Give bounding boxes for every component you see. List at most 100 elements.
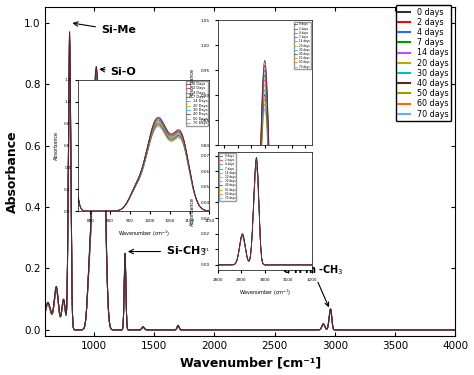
Legend: 0 days, 2 days, 4 days, 7 days, 14 days, 20 days, 30 days, 40 days, 50 days, 60 : 0 days, 2 days, 4 days, 7 days, 14 days,…: [396, 5, 451, 122]
40 days: [323, 327, 329, 331]
14 days: [233, 328, 238, 332]
2 days: [67, 33, 73, 37]
30 days: [323, 327, 329, 331]
4 days: [383, 328, 388, 332]
70 days: [453, 328, 458, 332]
2 days: [408, 328, 414, 332]
4 days: [67, 36, 73, 40]
7 days: [408, 328, 414, 332]
20 days: [233, 328, 238, 332]
Line: 20 days: 20 days: [46, 46, 456, 330]
30 days: [408, 328, 414, 332]
7 days: [453, 328, 458, 332]
60 days: [233, 328, 238, 332]
70 days: [427, 328, 433, 332]
60 days: [255, 328, 261, 332]
4 days: [323, 326, 329, 331]
60 days: [453, 328, 458, 332]
60 days: [383, 328, 388, 332]
60 days: [427, 328, 433, 332]
40 days: [427, 328, 433, 332]
50 days: [408, 328, 414, 332]
30 days: [233, 328, 238, 332]
4 days: [233, 328, 238, 332]
0 days: [286, 328, 292, 332]
14 days: [286, 328, 292, 332]
70 days: [323, 327, 329, 331]
0 days: [233, 328, 238, 332]
4 days: [286, 328, 292, 332]
2 days: [383, 328, 388, 332]
4 days: [427, 328, 433, 332]
40 days: [67, 50, 73, 55]
7 days: [383, 328, 388, 332]
20 days: [383, 328, 388, 332]
0 days: [67, 30, 73, 34]
50 days: [286, 328, 292, 332]
2 days: [255, 328, 261, 332]
70 days: [286, 328, 292, 332]
2 days: [427, 328, 433, 332]
14 days: [408, 328, 414, 332]
0 days: [408, 328, 414, 332]
7 days: [427, 328, 433, 332]
2 days: [286, 328, 292, 332]
2 days: [233, 328, 238, 332]
4 days: [453, 328, 458, 332]
Line: 30 days: 30 days: [46, 50, 456, 330]
Y-axis label: Absorbance: Absorbance: [6, 130, 18, 213]
30 days: [383, 328, 388, 332]
20 days: [255, 328, 261, 332]
60 days: [43, 309, 48, 314]
7 days: [233, 328, 238, 332]
20 days: [408, 328, 414, 332]
70 days: [383, 328, 388, 332]
Line: 40 days: 40 days: [46, 53, 456, 330]
4 days: [43, 308, 48, 312]
30 days: [255, 328, 261, 332]
7 days: [286, 328, 292, 332]
Line: 7 days: 7 days: [46, 41, 456, 330]
40 days: [286, 328, 292, 332]
40 days: [255, 328, 261, 332]
14 days: [255, 328, 261, 332]
Text: Si-Me: Si-Me: [73, 22, 136, 35]
70 days: [43, 310, 48, 314]
50 days: [323, 327, 329, 331]
2 days: [453, 328, 458, 332]
0 days: [453, 328, 458, 332]
60 days: [67, 56, 73, 61]
20 days: [286, 328, 292, 332]
Line: 60 days: 60 days: [46, 58, 456, 330]
30 days: [43, 309, 48, 313]
50 days: [67, 53, 73, 58]
Text: Si-CH$_3$: Si-CH$_3$: [129, 244, 206, 258]
30 days: [453, 328, 458, 332]
50 days: [383, 328, 388, 332]
14 days: [427, 328, 433, 332]
50 days: [255, 328, 261, 332]
70 days: [408, 328, 414, 332]
7 days: [255, 328, 261, 332]
20 days: [453, 328, 458, 332]
50 days: [427, 328, 433, 332]
0 days: [323, 326, 329, 331]
X-axis label: Wavenumber [cm⁻¹]: Wavenumber [cm⁻¹]: [180, 357, 321, 369]
50 days: [233, 328, 238, 332]
60 days: [286, 328, 292, 332]
0 days: [255, 328, 261, 332]
30 days: [286, 328, 292, 332]
0 days: [427, 328, 433, 332]
20 days: [67, 44, 73, 49]
2 days: [43, 308, 48, 312]
Line: 14 days: 14 days: [46, 44, 456, 330]
7 days: [323, 326, 329, 331]
40 days: [383, 328, 388, 332]
14 days: [383, 328, 388, 332]
70 days: [255, 328, 261, 332]
20 days: [43, 309, 48, 313]
Line: 70 days: 70 days: [46, 62, 456, 330]
2 days: [323, 326, 329, 331]
30 days: [427, 328, 433, 332]
50 days: [43, 309, 48, 314]
